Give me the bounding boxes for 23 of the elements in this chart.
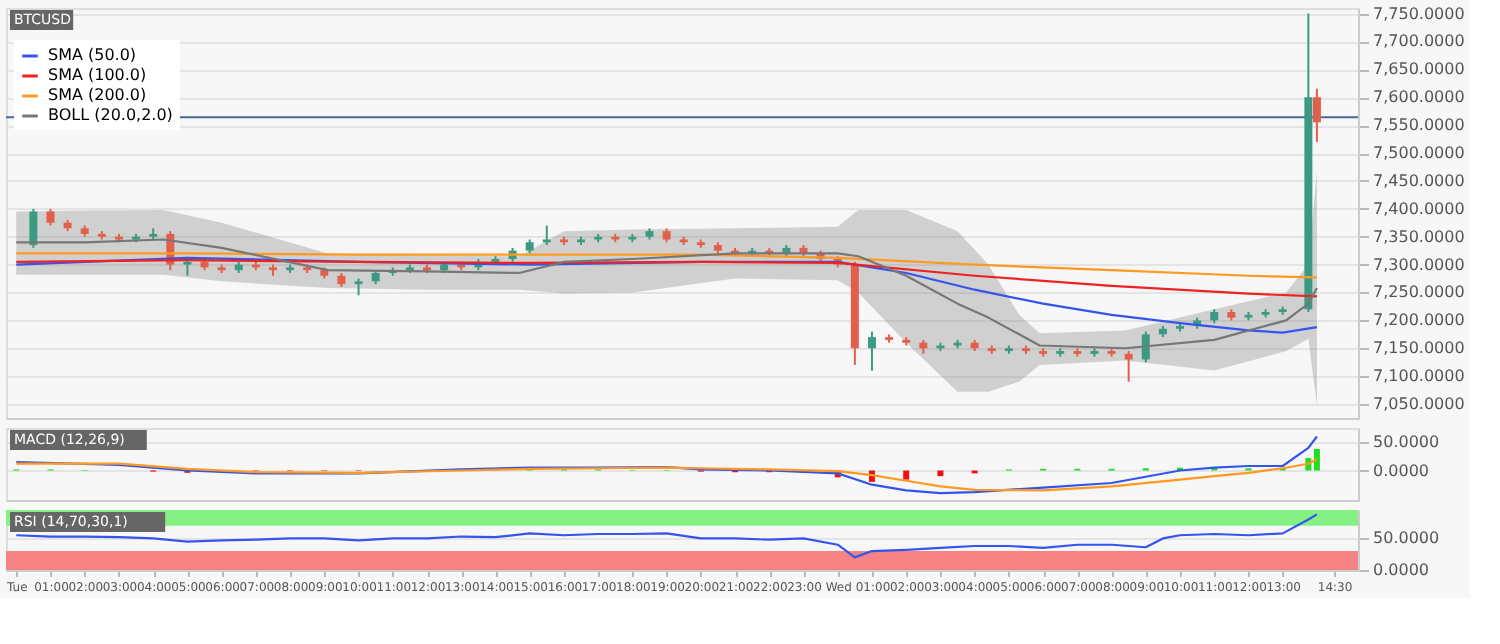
legend-label: BOLL (20.0,2.0) <box>48 106 173 124</box>
y-tick-label: 7,400.0000 <box>1373 199 1465 218</box>
y-tick-label: 7,200.0000 <box>1373 311 1465 330</box>
y-tick-label: 7,650.0000 <box>1373 60 1465 79</box>
y-tick-label: 7,750.0000 <box>1373 4 1465 23</box>
y-tick-label: 7,700.0000 <box>1373 32 1465 51</box>
y-tick-label: 7,050.0000 <box>1373 395 1465 414</box>
y-tick-label: 7,350.0000 <box>1373 227 1465 246</box>
y-tick-label: 7,600.0000 <box>1373 88 1465 107</box>
legend-label: SMA (200.0) <box>48 86 147 104</box>
y-tick-label: 50.0000 <box>1373 529 1440 548</box>
legend-label: SMA (100.0) <box>48 66 147 84</box>
y-tick-label: 7,550.0000 <box>1373 116 1465 135</box>
y-tick-label: 0.0000 <box>1373 561 1429 579</box>
y-tick-label: 7,500.0000 <box>1373 144 1465 163</box>
y-tick-label: 7,450.0000 <box>1373 171 1465 190</box>
y-tick-label: 0.0000 <box>1373 461 1429 480</box>
y-tick-label: 7,300.0000 <box>1373 255 1465 274</box>
y-tick-label: 7,100.0000 <box>1373 367 1465 386</box>
legend-label: SMA (50.0) <box>48 46 137 64</box>
y-tick-label: 7,150.0000 <box>1373 339 1465 358</box>
y-tick-label: 7,250.0000 <box>1373 283 1465 302</box>
y-tick-label: 50.0000 <box>1373 433 1440 452</box>
